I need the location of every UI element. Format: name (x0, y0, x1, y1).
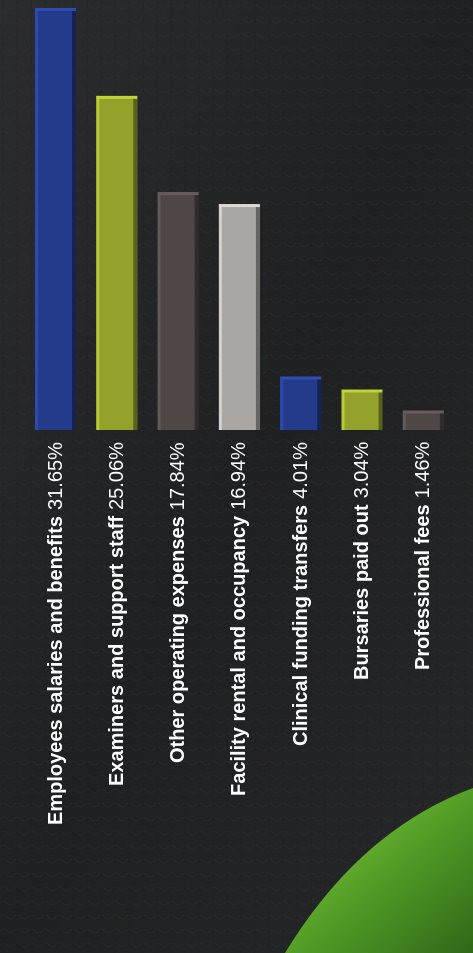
bar-body (341, 389, 383, 430)
bar-body (280, 376, 322, 430)
bar-edge-highlight (341, 389, 345, 430)
bar-body (157, 192, 199, 430)
bar-edge-shade (72, 8, 76, 430)
bars-group (35, 8, 444, 431)
bar-top-highlight (35, 8, 76, 11)
bar-label-3: Other operating expenses 17.84% (166, 442, 190, 763)
category-label: Facility rental and occupancy (228, 515, 251, 796)
bar-body (35, 8, 76, 430)
bar-edge-highlight (280, 376, 284, 430)
bar-top-highlight (341, 389, 383, 393)
bar-edge-shade (133, 95, 138, 431)
bar-label-1: Employees salaries and benefits 31.65% (44, 442, 68, 825)
bar-edge-shade (378, 389, 383, 430)
value-label: 1.46% (412, 441, 435, 499)
bar-4 (218, 204, 260, 430)
bar-1 (35, 8, 76, 430)
bar-edge-shade (255, 204, 260, 430)
bar-edge-highlight (218, 204, 222, 430)
bar-edge-highlight (157, 192, 161, 430)
value-label: 17.84% (167, 442, 190, 511)
bar-label-6: Bursaries paid out 3.04% (350, 442, 374, 680)
bar-top-highlight (96, 95, 138, 99)
bar-top-highlight (218, 204, 260, 208)
green-accent-shape (285, 788, 473, 953)
category-label: Employees salaries and benefits (44, 515, 67, 825)
bar-edge-highlight (96, 95, 100, 431)
category-label: Other operating expenses (167, 516, 190, 763)
bar-edge-shade (317, 376, 322, 430)
bar-7 (402, 410, 444, 430)
bar-edge-highlight (402, 410, 406, 430)
value-label: 25.06% (105, 442, 128, 510)
category-label: Clinical funding transfers (289, 504, 312, 746)
category-label: Professional fees (412, 504, 435, 670)
bar-top-highlight (280, 376, 322, 380)
bar-edge-shade (439, 410, 444, 430)
value-label: 3.04% (351, 441, 373, 499)
category-label: Examiners and support staff (105, 515, 128, 786)
bar-body (218, 204, 260, 430)
bar-edge-shade (194, 192, 199, 430)
bar-top-highlight (157, 192, 199, 196)
category-label: Bursaries paid out (351, 504, 373, 680)
bar-label-5: Clinical funding transfers 4.01% (289, 442, 313, 746)
bar-edge-highlight (35, 8, 38, 430)
bar-2 (96, 95, 138, 431)
bar-body (96, 95, 138, 431)
bar-label-2: Examiners and support staff 25.06% (105, 442, 129, 786)
value-label: 31.65% (44, 442, 67, 510)
bar-6 (341, 389, 383, 430)
bar-body (402, 410, 444, 430)
bar-5 (280, 376, 322, 430)
bar-3 (157, 192, 199, 430)
value-label: 4.01% (289, 442, 312, 499)
value-label: 16.94% (228, 442, 251, 510)
bar-top-highlight (402, 410, 444, 414)
bar-label-7: Professional fees 1.46% (411, 442, 435, 670)
bar-label-4: Facility rental and occupancy 16.94% (227, 442, 251, 796)
